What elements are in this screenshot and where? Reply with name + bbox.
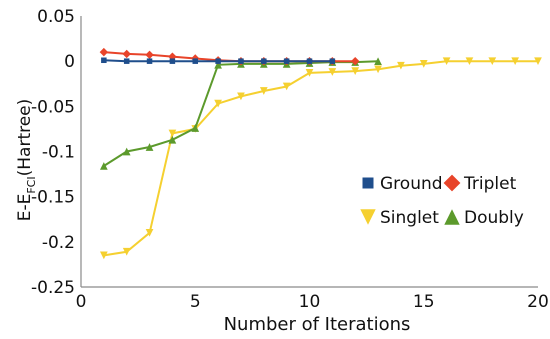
data-point-ground [101,57,107,64]
y-tick-label: -0.05 [31,97,75,117]
legend-item-triplet: Triplet [443,174,517,194]
data-point-doubly [214,60,222,69]
legend-marker-singlet [360,209,376,225]
data-point-singlet [488,57,497,66]
x-tick-label: 10 [299,292,321,312]
series-ground [101,57,336,64]
data-point-ground [238,58,244,64]
data-point-doubly [374,57,382,66]
data-point-singlet [214,99,222,108]
series-line-singlet [103,60,538,257]
data-point-singlet [351,67,360,75]
data-point-ground [306,58,313,64]
legend-marker-ground [362,177,374,189]
data-point-ground [215,58,221,64]
data-point-ground [123,58,130,64]
data-point-triplet [122,49,131,59]
data-point-singlet [465,57,474,66]
series-doubly [100,57,382,170]
data-point-singlet [442,57,451,66]
y-tick-label: -0.1 [42,143,75,163]
data-point-singlet [100,251,108,260]
axes [80,16,538,288]
data-point-ground [146,58,153,64]
data-point-ground [283,58,290,64]
y-axis-label: E-EFCI(Hartree) [15,99,38,222]
x-tick-label: 5 [190,292,201,312]
data-point-singlet [145,228,154,237]
data-point-doubly [122,147,131,156]
data-point-doubly [145,143,154,151]
data-point-doubly [100,162,108,170]
y-tick-label: 0.05 [37,7,75,27]
data-point-singlet [122,247,131,256]
legend-marker-triplet [443,174,461,192]
legend-item-singlet: Singlet [360,208,439,228]
data-point-doubly [191,124,200,132]
data-point-singlet [397,61,405,70]
data-point-triplet [351,56,360,66]
series-line-doubly [103,60,379,167]
data-point-singlet [168,129,177,138]
data-point-singlet [511,57,519,66]
data-point-singlet [237,92,245,101]
data-point-singlet [374,65,382,74]
data-point-ground [192,58,198,64]
data-point-singlet [305,69,314,77]
legend-item-ground: Ground [362,174,443,194]
data-point-ground [329,58,336,64]
x-tick-label: 15 [413,292,435,312]
tick-labels: 0.050-0.05-0.1-0.15-0.2-0.250 5 10 15 20 [31,7,549,312]
x-axis-label: Number of Iterations [224,314,411,335]
data-point-triplet [145,50,154,60]
y-tick-label: -0.2 [42,233,75,253]
series-layer [99,47,542,260]
data-point-singlet [259,87,268,95]
data-point-singlet [534,57,542,66]
legend-item-doubly: Doubly [444,208,524,228]
data-point-singlet [328,68,337,76]
data-point-singlet [419,60,428,68]
legend: Ground Triplet Singlet Doubly [360,174,524,228]
x-tick-label: 0 [76,292,87,312]
legend-marker-doubly [444,209,460,225]
data-point-ground [169,58,176,64]
legend-label-singlet: Singlet [380,208,439,228]
data-point-singlet [282,82,291,91]
legend-label-ground: Ground [380,174,443,194]
data-point-triplet [99,47,109,57]
legend-label-doubly: Doubly [464,208,524,228]
series-line-triplet [103,51,356,63]
data-point-doubly [168,135,177,144]
legend-label-triplet: Triplet [463,174,517,194]
data-point-ground [261,58,267,64]
y-tick-label: 0 [64,52,75,72]
y-tick-label: -0.15 [31,188,75,208]
x-tick-label: 20 [527,292,549,312]
y-tick-label: -0.25 [31,278,75,298]
series-singlet [100,57,542,260]
